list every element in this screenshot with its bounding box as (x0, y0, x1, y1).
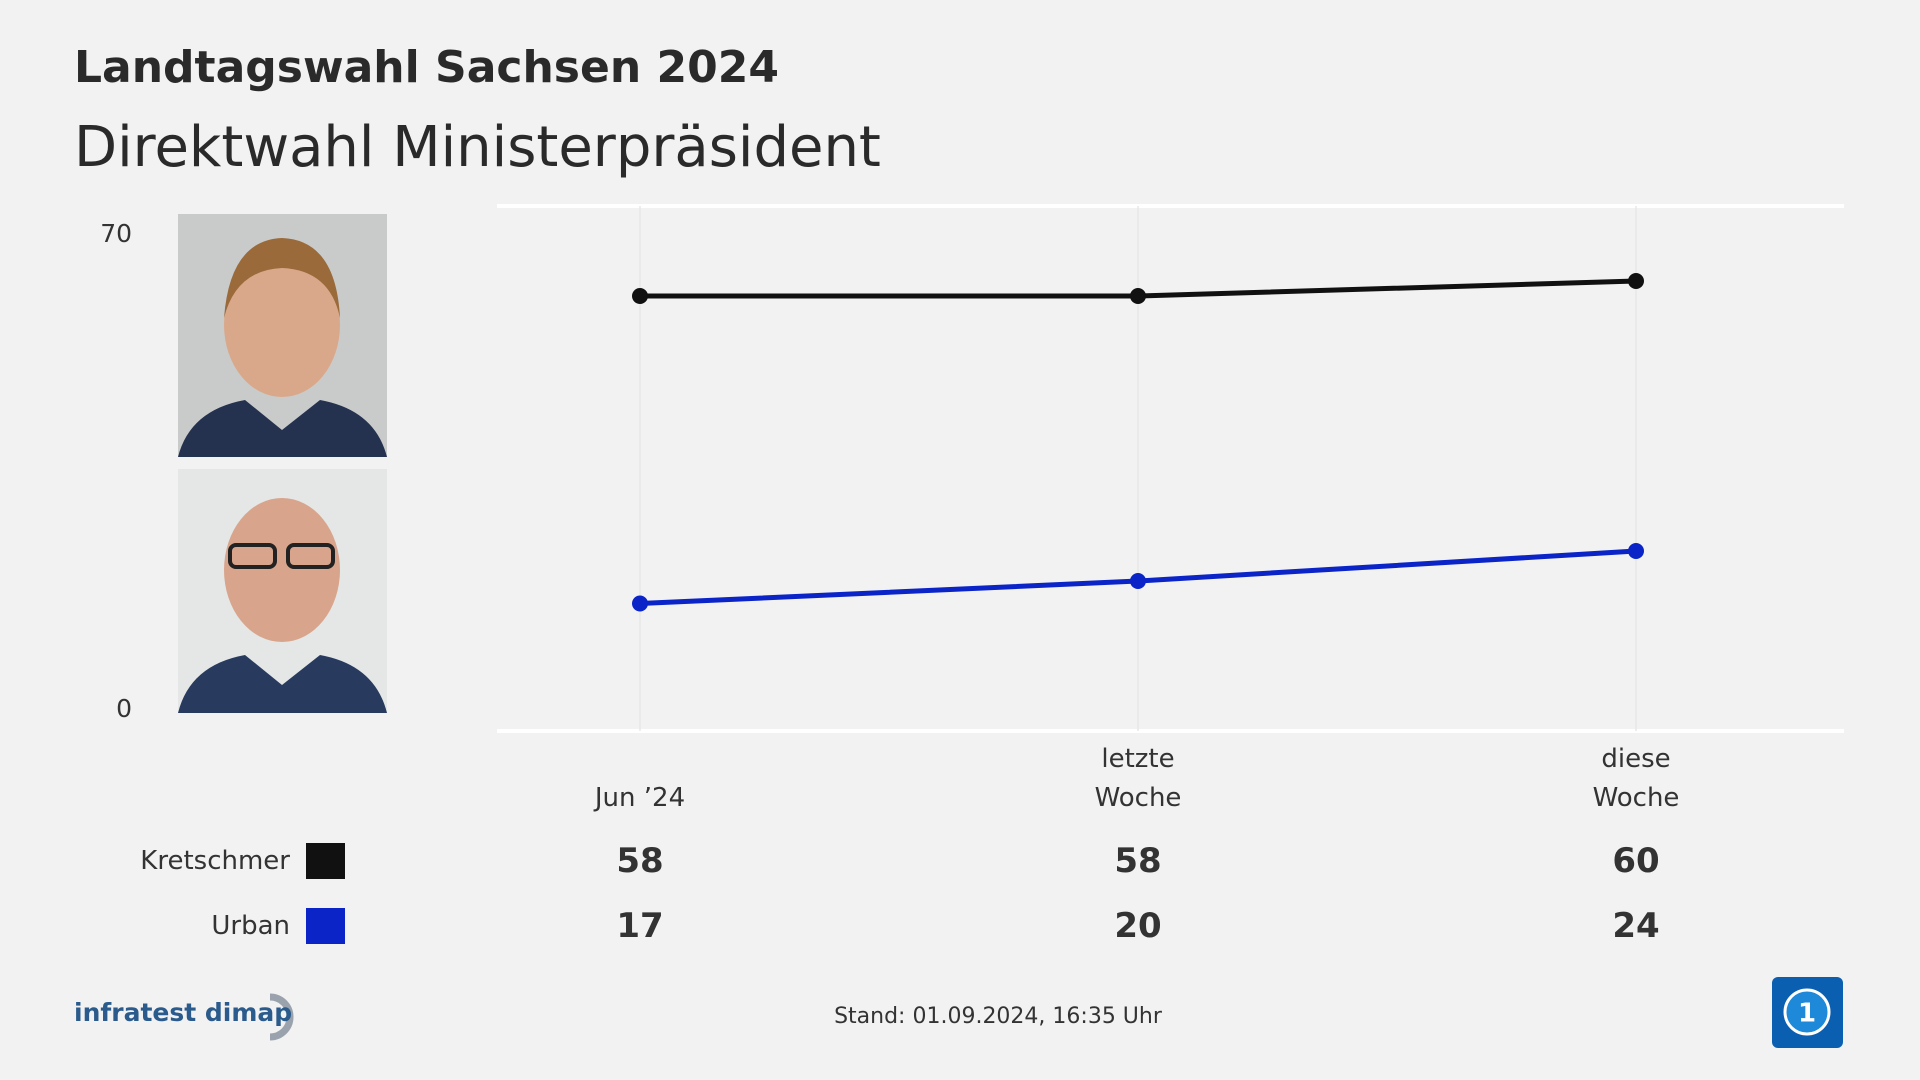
legend-label: Urban (211, 911, 290, 941)
data-point (1130, 573, 1146, 589)
x-tick-label: Jun ’24 (594, 783, 686, 813)
data-point (632, 288, 648, 304)
value-label: 58 (1114, 841, 1162, 881)
chart-title: Landtagswahl Sachsen 2024 (74, 42, 779, 93)
broadcaster-logo: 1 (1772, 977, 1843, 1048)
photo-urban (178, 469, 387, 713)
footnote: Stand: 01.09.2024, 16:35 Uhr (834, 1004, 1163, 1029)
value-label: 60 (1612, 841, 1660, 881)
chart-subtitle: Direktwahl Ministerpräsident (74, 115, 881, 180)
legend-swatch (306, 908, 345, 944)
source: infratest dimap (74, 998, 292, 1027)
y-tick-label: 70 (100, 219, 132, 248)
legend-label: Kretschmer (140, 846, 290, 876)
source-logo-mark (269, 993, 294, 1041)
data-point (1628, 543, 1644, 559)
x-tick-label: letzte Woche (1094, 744, 1182, 813)
legend-swatch (306, 843, 345, 879)
photo-kretschmer (178, 214, 387, 457)
value-label: 17 (616, 906, 664, 946)
x-tick-label: diese Woche (1592, 744, 1680, 813)
svg-text:1: 1 (1798, 999, 1816, 1029)
value-label: 24 (1612, 906, 1660, 946)
value-label: 58 (616, 841, 664, 881)
y-tick-label: 0 (116, 694, 132, 723)
data-point (632, 595, 648, 612)
value-label: 20 (1114, 906, 1162, 946)
data-point (1130, 288, 1146, 304)
data-point (1628, 273, 1644, 289)
